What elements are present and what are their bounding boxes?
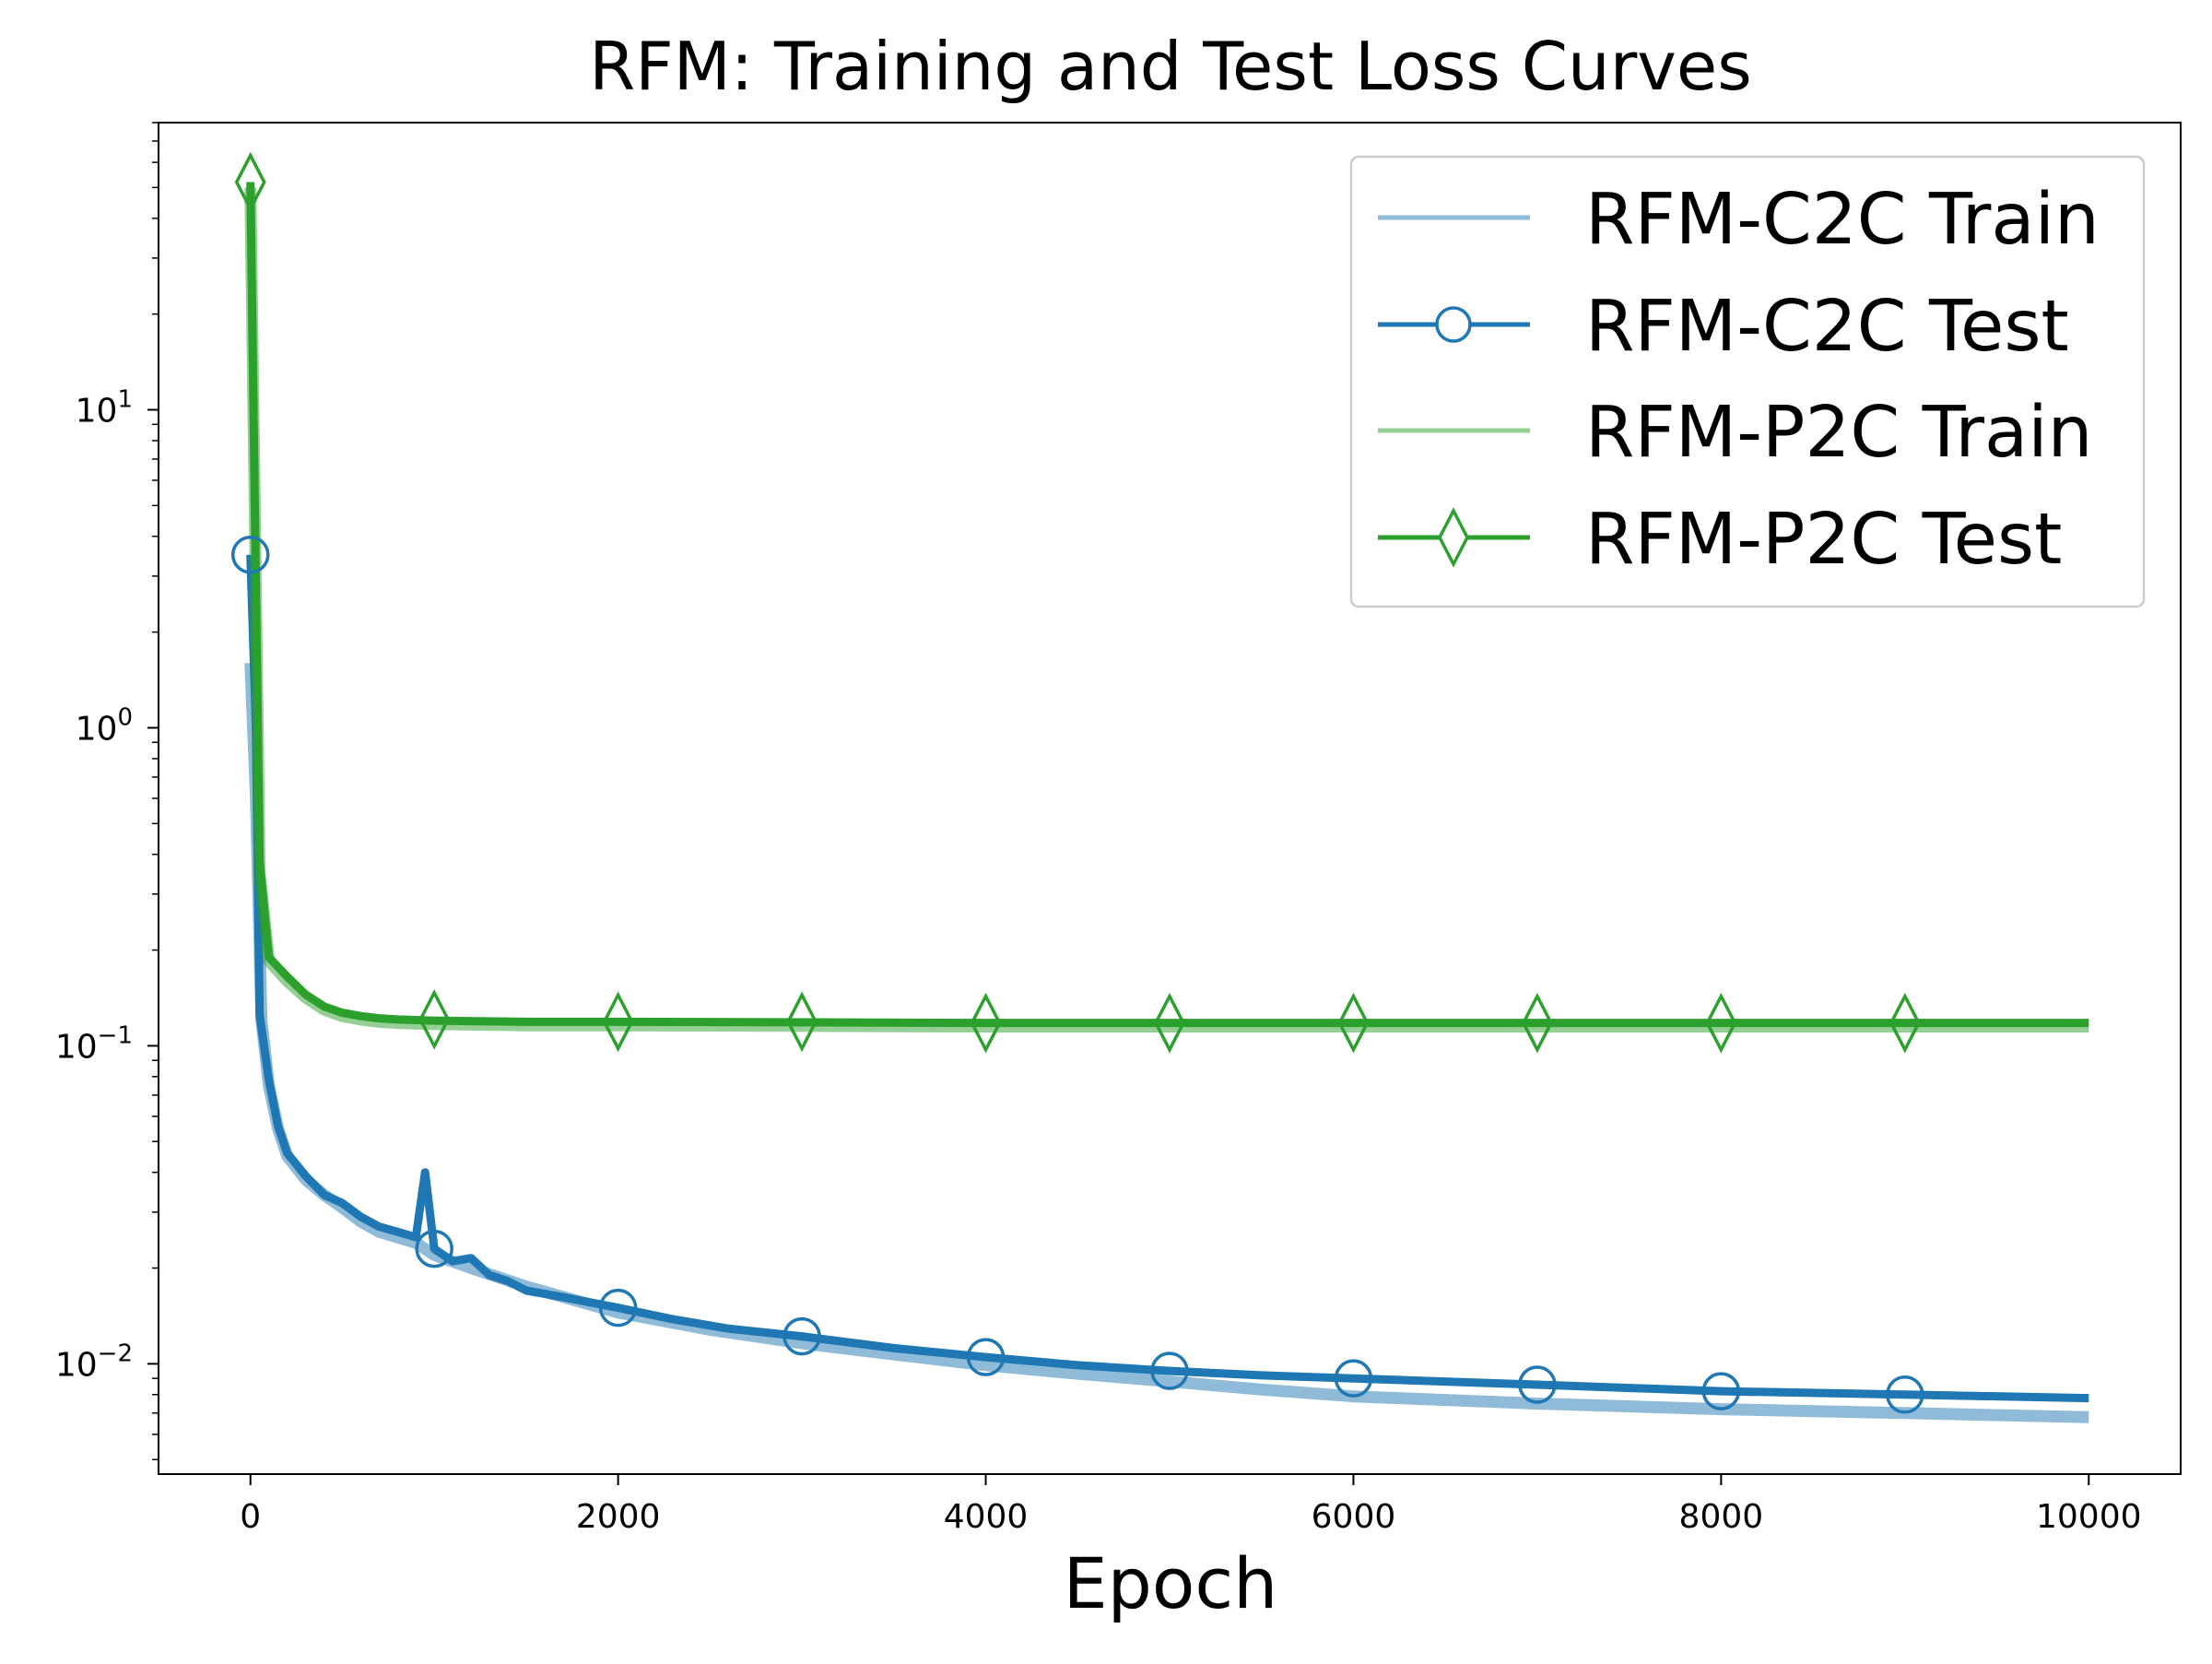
x-tick-label: 10000: [2036, 1498, 2142, 1536]
marker-rfm-p2c-test-8: [1705, 992, 1737, 1054]
y-tick-base: 10: [55, 1346, 98, 1384]
x-axis: 0 2000 4000 6000 8000 10000: [240, 1474, 2142, 1536]
marker-rfm-c2c-test-8: [1701, 1372, 1741, 1410]
marker-rfm-c2c-test-0: [230, 536, 270, 574]
marker-rfm-c2c-test-4: [966, 1338, 1006, 1376]
marker-rfm-p2c-test-2: [602, 991, 634, 1053]
y-tick-exponent: 1: [117, 386, 133, 414]
marker-rfm-c2c-test-3: [782, 1316, 821, 1356]
marker-rfm-p2c-test-9: [1888, 992, 1921, 1054]
y-tick-label: 10−2: [55, 1339, 133, 1384]
series-line-rfm-c2c-test: [246, 554, 2089, 1403]
marker-rfm-p2c-test-5: [1154, 992, 1185, 1054]
marker-rfm-p2c-test-6: [1337, 992, 1370, 1054]
marker-rfm-p2c-test-4: [970, 992, 1002, 1054]
x-tick-label: 0: [240, 1498, 261, 1536]
y-tick-exponent: −1: [98, 1021, 133, 1049]
x-tick-label: 6000: [1312, 1498, 1396, 1536]
y-tick-base: 10: [76, 710, 118, 748]
marker-rfm-c2c-test-6: [1334, 1359, 1373, 1398]
legend-label-rfm-c2c-train: RFM-C2C Train: [1585, 179, 2100, 261]
legend-label-rfm-p2c-train: RFM-P2C Train: [1585, 392, 2092, 474]
legend-marker-diamond: [1438, 507, 1469, 568]
y-tick-base: 10: [55, 1028, 98, 1066]
plot-area: [230, 151, 2089, 1423]
y-tick-label: 101: [76, 386, 133, 431]
y-tick-exponent: 0: [117, 703, 133, 731]
x-tick-label: 2000: [576, 1498, 661, 1536]
series-line-rfm-p2c-test: [246, 182, 2089, 1028]
x-tick-label: 4000: [944, 1498, 1029, 1536]
marker-rfm-c2c-test-2: [598, 1288, 638, 1328]
marker-rfm-p2c-test-3: [786, 991, 818, 1053]
marker-rfm-c2c-test-5: [1150, 1351, 1189, 1390]
marker-rfm-c2c-test-1: [415, 1229, 453, 1269]
y-tick-label: 100: [76, 703, 133, 748]
y-tick-base: 10: [76, 393, 118, 431]
legend: RFM-C2C Train RFM-C2C Test RFM-P2C Train RF…: [1349, 155, 2146, 608]
marker-rfm-c2c-test-7: [1518, 1365, 1557, 1404]
marker-rfm-c2c-test-9: [1886, 1375, 1924, 1414]
legend-label-rfm-p2c-test: RFM-P2C Test: [1585, 499, 2062, 581]
y-tick-label: 10−1: [55, 1021, 133, 1066]
y-tick-exponent: −2: [98, 1339, 133, 1367]
marker-rfm-p2c-test-7: [1521, 992, 1553, 1054]
x-tick-label: 8000: [1679, 1498, 1764, 1536]
legend-marker-circle: [1435, 306, 1472, 343]
marker-rfm-p2c-test-0: [234, 151, 266, 213]
legend-box: [1349, 155, 2146, 608]
legend-label-rfm-c2c-test: RFM-C2C Test: [1585, 286, 2069, 368]
marker-rfm-p2c-test-1: [418, 989, 451, 1050]
chart-title: RFM: Training and Test Loss Curves: [589, 28, 1751, 105]
x-axis-label: Epoch: [1064, 1542, 1278, 1624]
